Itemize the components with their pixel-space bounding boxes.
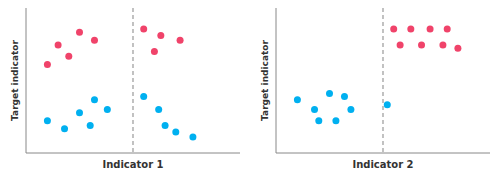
- point: [76, 109, 83, 116]
- point: [332, 117, 339, 124]
- point: [55, 42, 62, 49]
- chart: Indicator 1 Target indicator Indicator 2 Ta…: [0, 0, 500, 177]
- x-axis-line: [26, 153, 240, 154]
- point: [427, 25, 434, 32]
- point: [407, 25, 414, 32]
- point: [454, 45, 461, 52]
- point: [44, 61, 51, 68]
- point: [311, 106, 318, 113]
- point: [157, 32, 164, 39]
- point: [326, 90, 333, 97]
- plot-area: [294, 8, 462, 153]
- point: [162, 122, 169, 129]
- point: [87, 122, 94, 129]
- point: [177, 37, 184, 44]
- point: [397, 42, 404, 49]
- point: [347, 106, 354, 113]
- series: [294, 90, 391, 124]
- x-axis-label: Indicator 2: [352, 159, 413, 170]
- point: [315, 117, 322, 124]
- panel: Indicator 2 Target indicator: [260, 8, 490, 170]
- point: [76, 29, 83, 36]
- point: [155, 106, 162, 113]
- point: [439, 42, 446, 49]
- series: [44, 93, 197, 140]
- point: [418, 42, 425, 49]
- point: [140, 25, 147, 32]
- point: [390, 25, 397, 32]
- x-axis-line: [276, 153, 490, 154]
- plot-area: [44, 8, 197, 153]
- point: [104, 106, 111, 113]
- point: [65, 53, 72, 60]
- y-axis-line: [26, 8, 27, 153]
- y-axis-label: Target indicator: [10, 40, 20, 121]
- point: [341, 93, 348, 100]
- x-axis-label: Indicator 1: [102, 159, 163, 170]
- point: [44, 117, 51, 124]
- point: [140, 93, 147, 100]
- reference-line: [382, 8, 383, 153]
- series: [44, 25, 184, 67]
- point: [444, 25, 451, 32]
- point: [189, 133, 196, 140]
- point: [91, 96, 98, 103]
- point: [172, 129, 179, 136]
- point: [91, 37, 98, 44]
- reference-line: [132, 8, 133, 153]
- point: [151, 48, 158, 55]
- y-axis-line: [276, 8, 277, 153]
- point: [61, 125, 68, 132]
- point: [294, 96, 301, 103]
- panel: Indicator 1 Target indicator: [10, 8, 240, 170]
- point: [384, 101, 391, 108]
- series: [390, 25, 461, 51]
- y-axis-label: Target indicator: [260, 40, 270, 121]
